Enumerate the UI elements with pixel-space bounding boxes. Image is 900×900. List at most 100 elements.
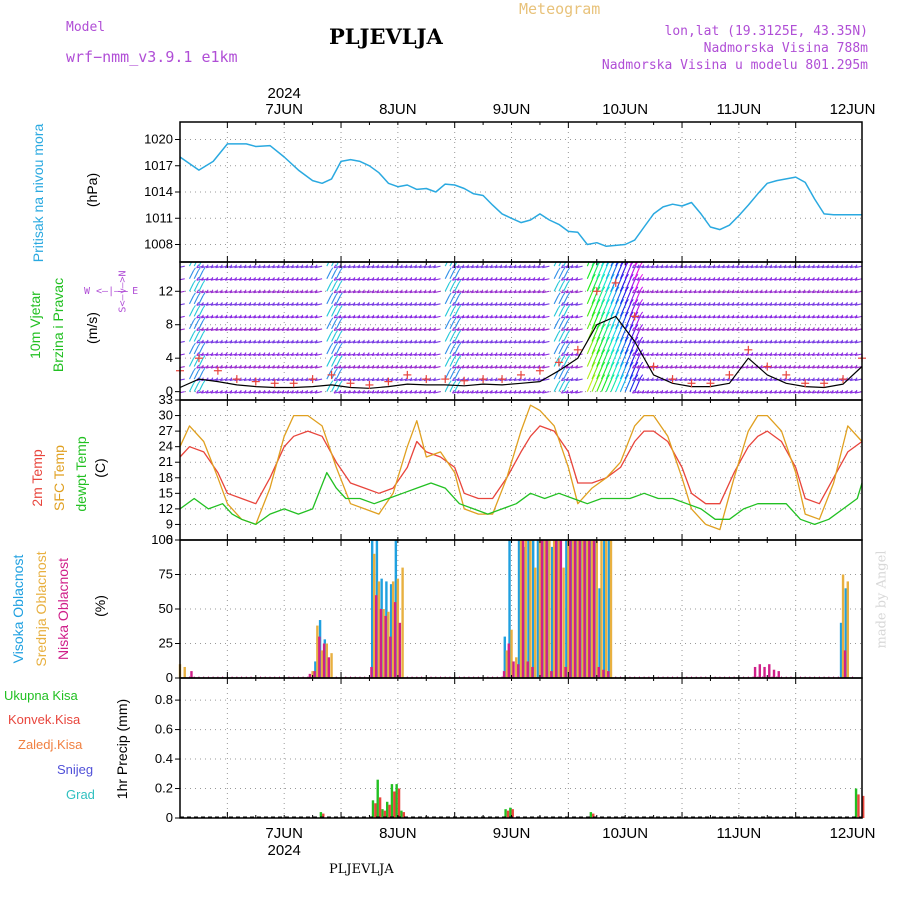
wind-barb-flag (314, 339, 318, 344)
wind-barb-flag (399, 276, 403, 281)
wind-barb-flag (201, 264, 204, 268)
wind-barb-flag (262, 389, 266, 394)
wind-barb-flag (736, 314, 740, 319)
wind-barb-flag (362, 264, 365, 268)
wind-barb-flag (542, 364, 545, 369)
wind-barb-flag (821, 264, 825, 268)
wind-barb-flag (300, 339, 304, 344)
wind-barb-flag (597, 361, 601, 366)
wind-barb-flag (640, 299, 644, 303)
wind-barb-flag (688, 314, 692, 319)
wind-barb-flag (267, 289, 271, 294)
wind-barb-flag (366, 327, 370, 331)
wind-barb-flag (631, 276, 635, 281)
wind-barb-flag (504, 339, 507, 344)
wind-barb-flag (262, 327, 266, 331)
wind-barb-flag (636, 276, 640, 281)
wind-barb-flag (395, 289, 399, 294)
low-cloud-bar (592, 540, 596, 678)
wind-barb-flag (560, 264, 564, 268)
wind-barb-flag (380, 364, 384, 369)
wind-barb-flag (210, 364, 214, 369)
wind-barb-flag (461, 364, 465, 369)
mid-cloud-bar (519, 540, 523, 678)
wind-barb-flag (466, 364, 470, 369)
wind-barb-flag (499, 339, 503, 344)
wind-barb-flag (366, 302, 370, 306)
wind-barb-flag (489, 276, 493, 281)
wind-barb-flag (523, 289, 526, 294)
wind-barb-flag (755, 314, 758, 319)
wind-barb-flag (707, 352, 711, 356)
wind-barb-flag (286, 364, 290, 369)
wind-barb-flag (210, 327, 214, 331)
wind-barb (433, 303, 441, 306)
wind-barb-flag (631, 289, 635, 294)
wind-barb (454, 370, 460, 380)
wind-barb-flag (640, 336, 644, 341)
wind-barb-flag (854, 327, 858, 331)
top-date-label: 12JUN (830, 101, 876, 118)
wind-barb-flag (641, 339, 645, 344)
wind-barb-flag (196, 289, 200, 294)
wind-barb-flag (565, 327, 569, 331)
wind-barb-flag (433, 276, 436, 281)
wind-barb-flag (335, 380, 338, 384)
wind-barb-flag (362, 314, 365, 319)
wind-barb-flag (404, 314, 408, 319)
wind-barb (335, 383, 341, 392)
wind-barb-flag (366, 352, 370, 356)
wind-barb-flag (281, 302, 285, 306)
wind-barb-flag (267, 302, 271, 306)
wind-barb-flag (646, 339, 650, 344)
wind-barb-flag (646, 276, 650, 281)
wind-barb-flag (504, 314, 507, 319)
wind-barb-flag (830, 314, 834, 319)
wind-barb-flag (193, 305, 196, 309)
wind-barb-flag (703, 264, 706, 268)
wind-barb-flag (821, 276, 825, 281)
wind-barb-flag (504, 302, 507, 306)
wind-barb-flag (793, 314, 796, 319)
wind-barb-flag (290, 314, 294, 319)
wind-barb-flag (330, 317, 334, 322)
wind-barb (558, 320, 564, 330)
wind-barb-flag (626, 311, 629, 316)
wind-barb-flag (215, 339, 219, 344)
wind-barb-flag (504, 264, 507, 268)
pressure-line (179, 143, 862, 248)
wind-barb-flag (684, 289, 687, 294)
wind-barb-flag (248, 389, 252, 394)
wind-barb (854, 290, 862, 294)
wind-barb-flag (560, 314, 564, 319)
wind-barb-flag (621, 336, 625, 341)
mid-cloud-bar (567, 540, 570, 678)
wind-barb-flag (253, 327, 256, 331)
convective-precip-bar (393, 791, 396, 818)
wind-barb-flag (518, 389, 522, 394)
wind-barb-flag (229, 314, 233, 319)
wind-barb-flag (197, 317, 201, 322)
wind-barb-flag (811, 327, 815, 331)
wind-barb-flag (219, 352, 223, 356)
wind-barb-flag (305, 314, 309, 319)
wind-barb-flag (669, 289, 673, 294)
wind-barb-flag (456, 339, 460, 344)
wind-barb-flag (224, 302, 228, 306)
wind-barb-flag (253, 302, 256, 306)
top-date-label: 11JUN (716, 101, 761, 118)
wind-barb-flag (173, 327, 175, 330)
wind-barb-flag (339, 342, 343, 347)
wind-barb (542, 278, 550, 281)
wind-barb-flag (717, 327, 721, 331)
wind-barb-flag (295, 339, 299, 344)
wind-barb (542, 303, 550, 306)
wind-barb-flag (262, 314, 266, 319)
wind-barb-flag (335, 305, 338, 309)
wind-barb (601, 277, 609, 292)
wind-barb-flag (684, 339, 687, 344)
wind-barb-flag (726, 289, 730, 294)
wind-barb-flag (726, 264, 730, 268)
y-tick-label: 1020 (144, 132, 173, 147)
wind-barb-flag (778, 264, 782, 268)
